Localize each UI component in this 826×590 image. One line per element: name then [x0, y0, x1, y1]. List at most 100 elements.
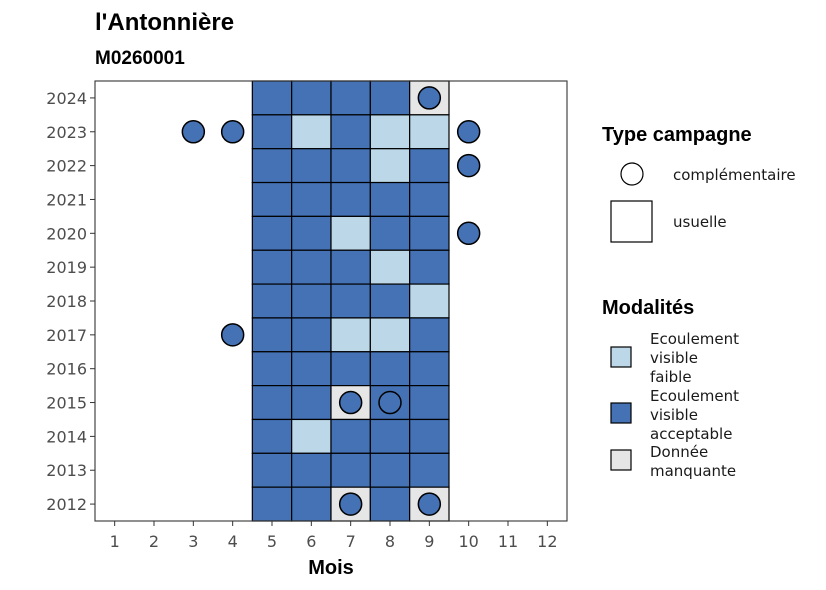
x-tick-label: 4	[228, 532, 238, 551]
x-tick-label: 8	[385, 532, 395, 551]
heatmap-cell	[251, 385, 293, 421]
heatmap-cell	[291, 283, 332, 319]
campaign-point	[181, 120, 206, 144]
legend-key-fill	[610, 449, 632, 471]
y-tick-label: 2023	[46, 123, 87, 142]
x-axis-title: Mois	[308, 557, 354, 579]
legend-key-circle	[620, 162, 644, 186]
heatmap-cell	[330, 181, 371, 217]
heatmap-cell	[291, 249, 332, 285]
y-tick-label: 2015	[46, 394, 87, 413]
heatmap-cell	[330, 317, 371, 353]
heatmap-cell	[409, 249, 450, 285]
y-tick-label: 2017	[46, 326, 87, 345]
heatmap-cell	[251, 114, 293, 150]
heatmap-cell	[409, 385, 450, 421]
legend-label: Ecoulement	[650, 387, 739, 405]
heatmap-cell	[409, 283, 450, 319]
heatmap-cell	[369, 283, 411, 319]
heatmap-cell	[409, 452, 450, 488]
x-tick-label: 5	[267, 532, 277, 551]
heatmap-cell	[409, 351, 450, 387]
heatmap-cell	[291, 452, 332, 488]
y-tick-label: 2022	[46, 157, 87, 176]
y-tick-label: 2024	[46, 89, 87, 108]
heatmap-cell	[409, 114, 450, 150]
heatmap-cell	[291, 148, 332, 184]
legend-label: faible	[650, 368, 692, 386]
legend-title-type: Type campagne	[602, 124, 752, 146]
heatmap-cell	[251, 351, 293, 387]
heatmap-cell	[369, 452, 411, 488]
campaign-point	[456, 120, 481, 144]
heatmap-cell	[369, 80, 411, 116]
heatmap-cell	[369, 148, 411, 184]
heatmap-cell	[409, 215, 450, 251]
campaign-point	[220, 120, 245, 144]
legend-key-fill	[610, 346, 632, 368]
legend-label: manquante	[650, 462, 736, 480]
heatmap-cell	[409, 317, 450, 353]
x-tick-label: 10	[458, 532, 478, 551]
heatmap-cell	[251, 148, 293, 184]
heatmap-cell	[291, 317, 332, 353]
x-tick-label: 12	[537, 532, 557, 551]
heatmap-cell	[251, 283, 293, 319]
legend-label: usuelle	[673, 213, 727, 231]
y-tick-label: 2012	[46, 495, 87, 514]
legend-label: visible	[650, 349, 698, 367]
heatmap-cell	[330, 249, 371, 285]
heatmap-cell	[330, 114, 371, 150]
y-tick-label: 2013	[46, 461, 87, 480]
campaign-point	[456, 153, 481, 178]
x-tick-label: 7	[346, 532, 356, 551]
heatmap-cell	[369, 317, 411, 353]
chart-title: l'Antonnière	[95, 9, 234, 36]
y-tick-label: 2021	[46, 190, 87, 209]
heatmap-cell	[251, 181, 293, 217]
heatmap-cell	[291, 80, 332, 116]
campaign-point	[338, 390, 363, 415]
legend-key-fill	[610, 402, 632, 424]
heatmap-cell	[251, 317, 293, 353]
heatmap-cell	[251, 249, 293, 285]
campaign-point	[417, 86, 442, 110]
heatmap-cell	[291, 486, 332, 522]
x-tick-label: 11	[498, 532, 518, 551]
heatmap-cell	[369, 181, 411, 217]
legend-label: acceptable	[650, 425, 732, 443]
heatmap-cell	[369, 249, 411, 285]
heatmap-cell	[330, 283, 371, 319]
y-tick-label: 2014	[46, 427, 87, 446]
heatmap-cell	[369, 215, 411, 251]
heatmap-cell	[369, 486, 411, 522]
x-tick-label: 6	[306, 532, 316, 551]
campaign-point	[338, 492, 363, 516]
legend-key-square	[610, 200, 653, 243]
heatmap-cell	[251, 486, 293, 522]
x-tick-label: 9	[424, 532, 434, 551]
heatmap-cell	[251, 452, 293, 488]
heatmap-cell	[409, 148, 450, 184]
x-tick-label: 3	[188, 532, 198, 551]
heatmap-cell	[409, 418, 450, 454]
legend-label: visible	[650, 406, 698, 424]
y-tick-label: 2019	[46, 258, 87, 277]
heatmap-cell	[330, 452, 371, 488]
heatmap-cell	[251, 418, 293, 454]
plot-panel	[94, 80, 568, 522]
chart-subtitle: M0260001	[95, 48, 185, 69]
axis-ticks: 1 2 3 4 5 6 7 8 9 10 11 122012201320142015201620172…	[46, 89, 557, 551]
heatmap-cell	[330, 215, 371, 251]
campaign-point	[220, 323, 245, 347]
legend-label: Ecoulement	[650, 330, 739, 348]
heatmap-cell	[330, 351, 371, 387]
heatmap-cell	[369, 418, 411, 454]
heatmap-cell	[330, 148, 371, 184]
heatmap-cell	[369, 114, 411, 150]
heatmap-cell	[291, 181, 332, 217]
legend-label: complémentaire	[673, 166, 796, 184]
campaign-point	[417, 492, 442, 516]
y-tick-label: 2020	[46, 224, 87, 243]
